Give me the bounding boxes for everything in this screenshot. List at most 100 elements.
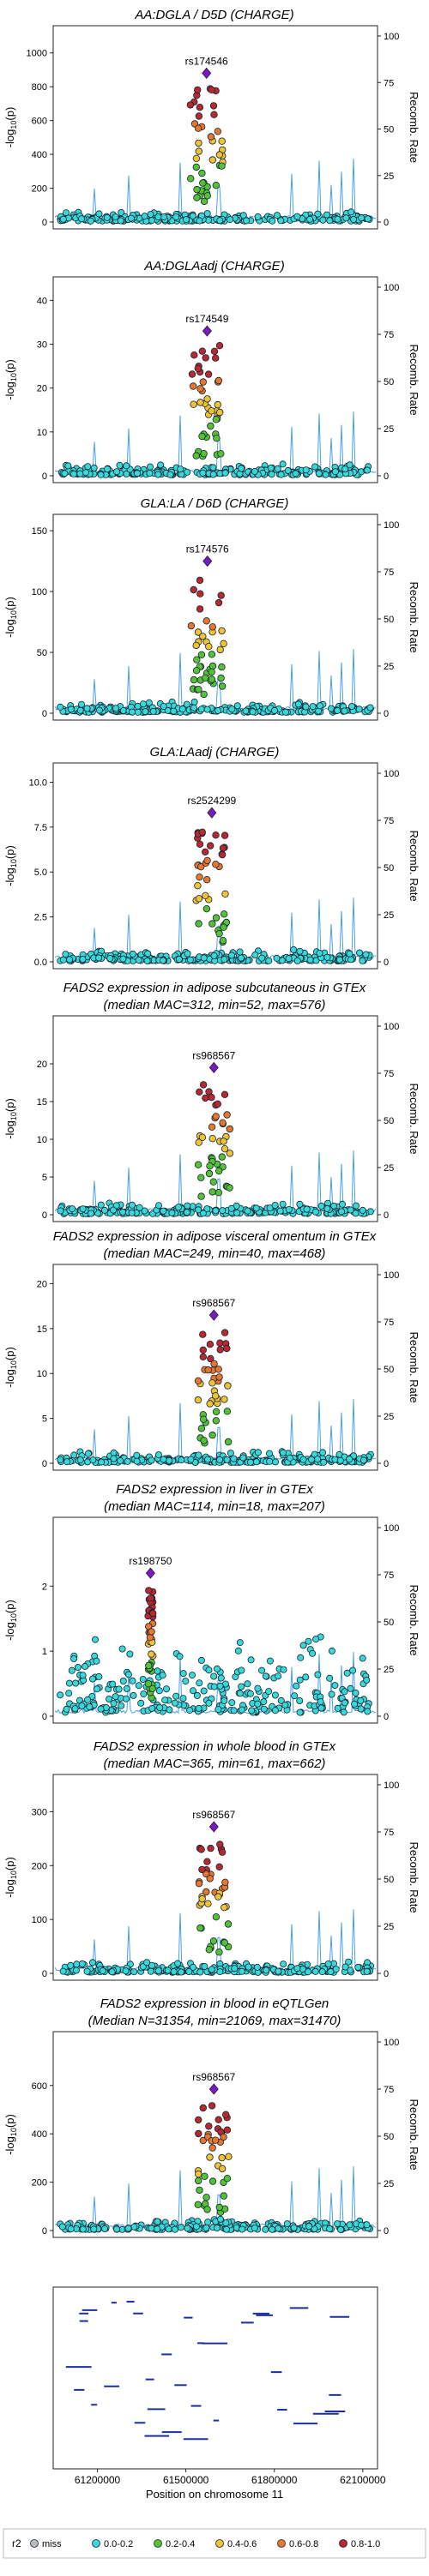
snp-point	[79, 956, 87, 964]
snp-point	[192, 2223, 200, 2231]
snp-point	[362, 951, 370, 958]
snp-point	[286, 1454, 293, 1462]
right-tick-label: 25	[384, 424, 394, 435]
snp-point	[70, 1655, 78, 1663]
snp-point	[212, 832, 220, 839]
snp-point	[315, 470, 323, 477]
snp-point	[366, 704, 374, 712]
snp-point	[146, 463, 154, 471]
y-tick-label: 0	[42, 471, 47, 482]
snp-point	[106, 955, 114, 963]
right-axis-label: Recomb. Rate	[408, 344, 420, 415]
snp-point	[341, 1688, 348, 1696]
snp-point	[357, 2221, 365, 2229]
snp-point	[253, 1963, 261, 1971]
right-tick-label: 0	[384, 709, 389, 719]
snp-point	[202, 892, 209, 899]
legend-swatch	[92, 2539, 100, 2548]
snp-point	[284, 466, 292, 474]
snp-point	[195, 147, 202, 155]
snp-point	[72, 1967, 80, 1974]
snp-point	[189, 382, 197, 390]
snp-point	[358, 214, 366, 222]
snp-point	[234, 1647, 242, 1654]
y-tick-label: 0	[42, 1712, 47, 1722]
snp-point	[199, 378, 207, 386]
y-axis-label: -log10(p)	[3, 107, 18, 148]
x-tick-label: 61200000	[75, 2474, 121, 2486]
snp-point	[216, 217, 224, 225]
snp-point	[220, 639, 227, 647]
snp-point	[117, 1457, 124, 1465]
snp-point	[68, 1666, 76, 1674]
snp-point	[154, 2225, 161, 2233]
snp-point	[119, 1678, 127, 1685]
snp-point	[195, 686, 202, 694]
snp-point	[205, 2123, 213, 2130]
snp-point	[199, 179, 207, 187]
snp-point	[196, 385, 204, 393]
y-axis-label: -log10(p)	[3, 845, 18, 886]
panel-3: GLA:LA / D6D (CHARGE) 0 50 100 150 0 25 50 75 100…	[3, 496, 420, 721]
snp-point	[78, 700, 86, 708]
legend-box	[3, 2528, 426, 2559]
snp-point	[57, 703, 64, 711]
snp-point	[269, 217, 276, 225]
snp-point	[202, 1888, 210, 1896]
snp-point	[202, 1094, 209, 1102]
snp-point	[199, 1415, 208, 1423]
snp-point	[154, 471, 162, 478]
snp-point	[199, 1210, 207, 1217]
snp-point	[95, 1672, 103, 1680]
snp-point	[101, 1206, 109, 1214]
snp-point	[84, 1696, 92, 1703]
y-tick-label: 50	[37, 648, 47, 658]
y-tick-label: 600	[32, 117, 47, 127]
snp-point	[156, 1704, 164, 1712]
snp-point	[215, 1373, 223, 1381]
snp-point	[364, 215, 372, 223]
snp-point	[336, 1456, 344, 1464]
snp-point	[225, 2153, 233, 2160]
snp-point	[296, 1200, 304, 1208]
snp-point	[222, 2219, 230, 2227]
snp-point	[183, 1209, 190, 1216]
snp-point	[195, 895, 203, 903]
snp-point	[59, 215, 67, 223]
snp-point	[130, 1968, 138, 1976]
snp-point	[224, 1920, 233, 1928]
snp-point	[236, 948, 244, 956]
right-tick-label: 0	[384, 1969, 389, 1979]
y-tick-label: 20	[37, 1060, 47, 1070]
snp-point	[346, 1456, 353, 1463]
snp-point	[205, 643, 213, 651]
snp-point	[199, 1346, 207, 1354]
snp-point	[130, 1691, 137, 1699]
snp-point	[83, 1967, 91, 1975]
snp-point	[208, 676, 215, 683]
snp-point	[220, 923, 227, 931]
snp-point	[195, 1451, 202, 1459]
snp-point	[170, 707, 178, 715]
snp-point	[231, 1965, 239, 1973]
snp-point	[71, 1705, 79, 1713]
snp-points	[57, 342, 372, 478]
snp-point	[160, 1456, 167, 1463]
panel-7: FADS2 expression in liver in GTEx (median…	[3, 1482, 420, 1724]
snp-point	[346, 950, 353, 958]
snp-point	[314, 210, 322, 218]
plot-frame	[52, 1774, 378, 1981]
snp-point	[214, 1100, 221, 1108]
snp-point	[123, 1684, 130, 1692]
snp-point	[351, 1700, 359, 1708]
right-tick-label: 75	[384, 1828, 394, 1838]
snp-point	[221, 1090, 229, 1098]
legend-swatch	[215, 2539, 224, 2548]
snp-point	[174, 1960, 182, 1967]
snp-point	[199, 469, 207, 477]
snp-point	[209, 464, 217, 471]
snp-point	[299, 1456, 307, 1463]
snp-point	[199, 2136, 207, 2145]
right-tick-label: 50	[384, 1116, 394, 1126]
snp-point	[159, 1672, 166, 1679]
